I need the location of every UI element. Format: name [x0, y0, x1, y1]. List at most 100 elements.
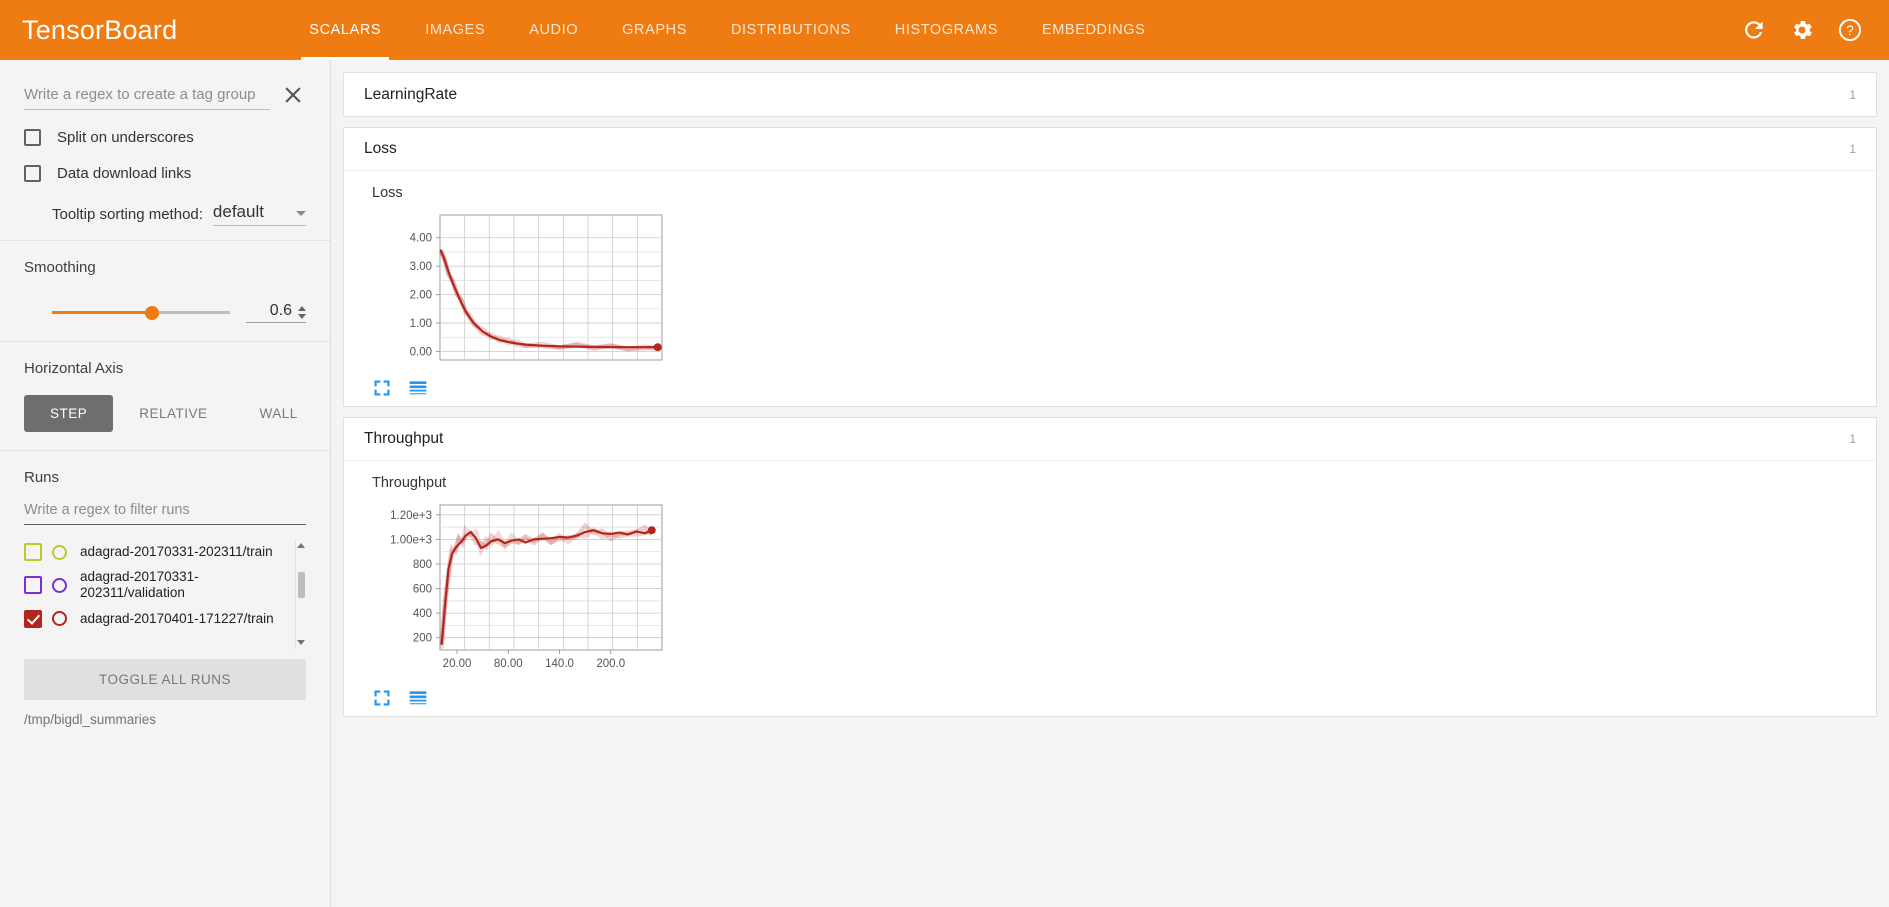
axis-option-step[interactable]: STEP — [24, 395, 114, 432]
tab-distributions-label: DISTRIBUTIONS — [730, 22, 851, 38]
gear-icon[interactable] — [1789, 17, 1815, 43]
main-content: LearningRate 1 Loss 1 Loss 0.00 1.00 2.00 3… — [331, 60, 1889, 907]
tooltip-sorting-select[interactable]: default — [212, 202, 306, 226]
svg-text:200: 200 — [413, 633, 432, 645]
list-item[interactable]: adagrad-20170331-202311/validation — [24, 565, 284, 606]
data-table-icon[interactable] — [408, 378, 428, 398]
sidebar: Split on underscores Data download links… — [0, 60, 331, 907]
card-throughput: Throughput 1 Throughput 200 400 600 800 1.00… — [343, 417, 1877, 717]
axis-option-wall[interactable]: WALL — [259, 406, 298, 421]
smoothing-label: Smoothing — [24, 259, 96, 276]
run-color-dot — [52, 611, 67, 627]
list-item[interactable]: adagrad-20170401-171227/train — [24, 606, 284, 632]
smoothing-stepper-arrows[interactable] — [298, 306, 306, 322]
tab-graphs-label: GRAPHS — [622, 22, 687, 38]
run-color-dot — [52, 544, 67, 560]
tab-distributions[interactable]: DISTRIBUTIONS — [709, 0, 873, 60]
app-header: TensorBoard SCALARS IMAGES AUDIO GRAPHS … — [0, 0, 1889, 60]
runs-section: Runs adagrad-20170331-202311/train adagr… — [0, 451, 330, 907]
tag-group-row — [24, 82, 306, 110]
svg-text:2.00: 2.00 — [410, 290, 432, 302]
chart-tools-throughput — [344, 682, 1876, 708]
svg-text:200.0: 200.0 — [596, 658, 625, 670]
card-learningrate: LearningRate 1 — [343, 72, 1877, 117]
runs-filter-row — [24, 500, 306, 525]
logdir-path: /tmp/bigdl_summaries — [24, 712, 157, 727]
tab-embeddings[interactable]: EMBEDDINGS — [1020, 0, 1168, 60]
scroll-down-icon[interactable] — [297, 640, 305, 645]
refresh-icon[interactable] — [1741, 17, 1767, 43]
tab-graphs[interactable]: GRAPHS — [600, 0, 709, 60]
tab-images[interactable]: IMAGES — [403, 0, 507, 60]
tag-group-section: Split on underscores Data download links… — [0, 60, 330, 241]
run-checkbox[interactable] — [24, 543, 42, 561]
chevron-down-icon — [296, 211, 306, 216]
data-table-icon[interactable] — [408, 688, 428, 708]
data-download-links-row[interactable]: Data download links — [24, 165, 306, 182]
smoothing-slider[interactable] — [52, 305, 230, 320]
card-count: 1 — [1849, 87, 1856, 102]
tab-histograms-label: HISTOGRAMS — [894, 22, 998, 38]
chart-throughput[interactable]: 200 400 600 800 1.00e+3 1.20e+3 20.00 80.00 140.… — [344, 497, 1876, 682]
run-checkbox[interactable] — [24, 609, 42, 628]
tab-histograms[interactable]: HISTOGRAMS — [873, 0, 1020, 60]
svg-text:1.20e+3: 1.20e+3 — [390, 510, 432, 522]
list-item[interactable]: adagrad-20170331-202311/train — [24, 539, 284, 565]
chart-loss-svg: 0.00 1.00 2.00 3.00 4.00 — [410, 214, 663, 361]
svg-text:400: 400 — [413, 608, 432, 620]
svg-text:20.00: 20.00 — [443, 658, 472, 670]
run-checkbox[interactable] — [24, 576, 42, 595]
chevron-up-icon[interactable] — [298, 306, 306, 311]
svg-text:3.00: 3.00 — [410, 261, 432, 273]
toggle-all-runs-button[interactable]: TOGGLE ALL RUNS — [24, 659, 306, 700]
chart-loss[interactable]: 0.00 1.00 2.00 3.00 4.00 — [344, 207, 1876, 372]
data-download-links-checkbox[interactable] — [24, 165, 41, 182]
card-title: LearningRate — [364, 85, 458, 103]
smoothing-value: 0.6 — [269, 302, 292, 319]
chart-title-loss: Loss — [372, 185, 403, 201]
tab-scalars-label: SCALARS — [309, 22, 382, 38]
svg-text:600: 600 — [413, 584, 432, 596]
app-title: TensorBoard — [22, 14, 178, 45]
header-actions: ? — [1741, 17, 1889, 43]
horizontal-axis-label: Horizontal Axis — [24, 360, 124, 377]
tooltip-sorting-value: default — [212, 202, 264, 221]
svg-text:1.00e+3: 1.00e+3 — [390, 534, 432, 546]
expand-icon[interactable] — [372, 688, 392, 708]
split-underscores-label: Split on underscores — [57, 129, 194, 146]
horizontal-axis-options: STEP RELATIVE WALL — [24, 395, 306, 432]
expand-icon[interactable] — [372, 378, 392, 398]
tab-audio-label: AUDIO — [529, 22, 579, 38]
card-count: 1 — [1849, 432, 1856, 446]
tab-images-label: IMAGES — [425, 22, 486, 38]
run-color-dot — [52, 577, 67, 593]
scrollbar-thumb[interactable] — [297, 572, 305, 598]
tag-group-input[interactable] — [24, 84, 270, 110]
svg-text:4.00: 4.00 — [410, 233, 432, 245]
close-icon[interactable] — [280, 82, 306, 108]
chart-title-throughput: Throughput — [372, 475, 447, 491]
run-name: adagrad-20170401-171227/train — [80, 610, 274, 626]
card-header-throughput[interactable]: Throughput 1 — [344, 418, 1876, 461]
svg-text:1.00: 1.00 — [410, 318, 432, 330]
scroll-up-icon[interactable] — [297, 543, 305, 548]
smoothing-slider-thumb[interactable] — [144, 305, 159, 320]
help-icon[interactable]: ? — [1837, 17, 1863, 43]
svg-text:?: ? — [1846, 23, 1854, 38]
axis-option-relative[interactable]: RELATIVE — [139, 406, 208, 421]
runs-list-wrap: adagrad-20170331-202311/train adagrad-20… — [24, 539, 306, 649]
runs-filter-input[interactable] — [24, 500, 306, 525]
card-title: Loss — [364, 140, 397, 157]
tab-scalars[interactable]: SCALARS — [287, 0, 403, 60]
card-body-throughput: Throughput 200 400 600 800 1.00e+3 1.20e+3 20.… — [344, 461, 1876, 716]
main-nav: SCALARS IMAGES AUDIO GRAPHS DISTRIBUTION… — [287, 0, 1167, 60]
svg-text:140.0: 140.0 — [545, 658, 574, 670]
split-underscores-row[interactable]: Split on underscores — [24, 129, 306, 146]
split-underscores-checkbox[interactable] — [24, 129, 41, 146]
card-header-loss[interactable]: Loss 1 — [344, 128, 1876, 171]
smoothing-stepper[interactable]: 0.6 — [246, 302, 306, 323]
chevron-down-icon[interactable] — [298, 314, 306, 319]
tab-audio[interactable]: AUDIO — [507, 0, 600, 60]
card-header-learningrate[interactable]: LearningRate 1 — [344, 73, 1876, 116]
runs-scrollbar[interactable] — [295, 539, 306, 649]
